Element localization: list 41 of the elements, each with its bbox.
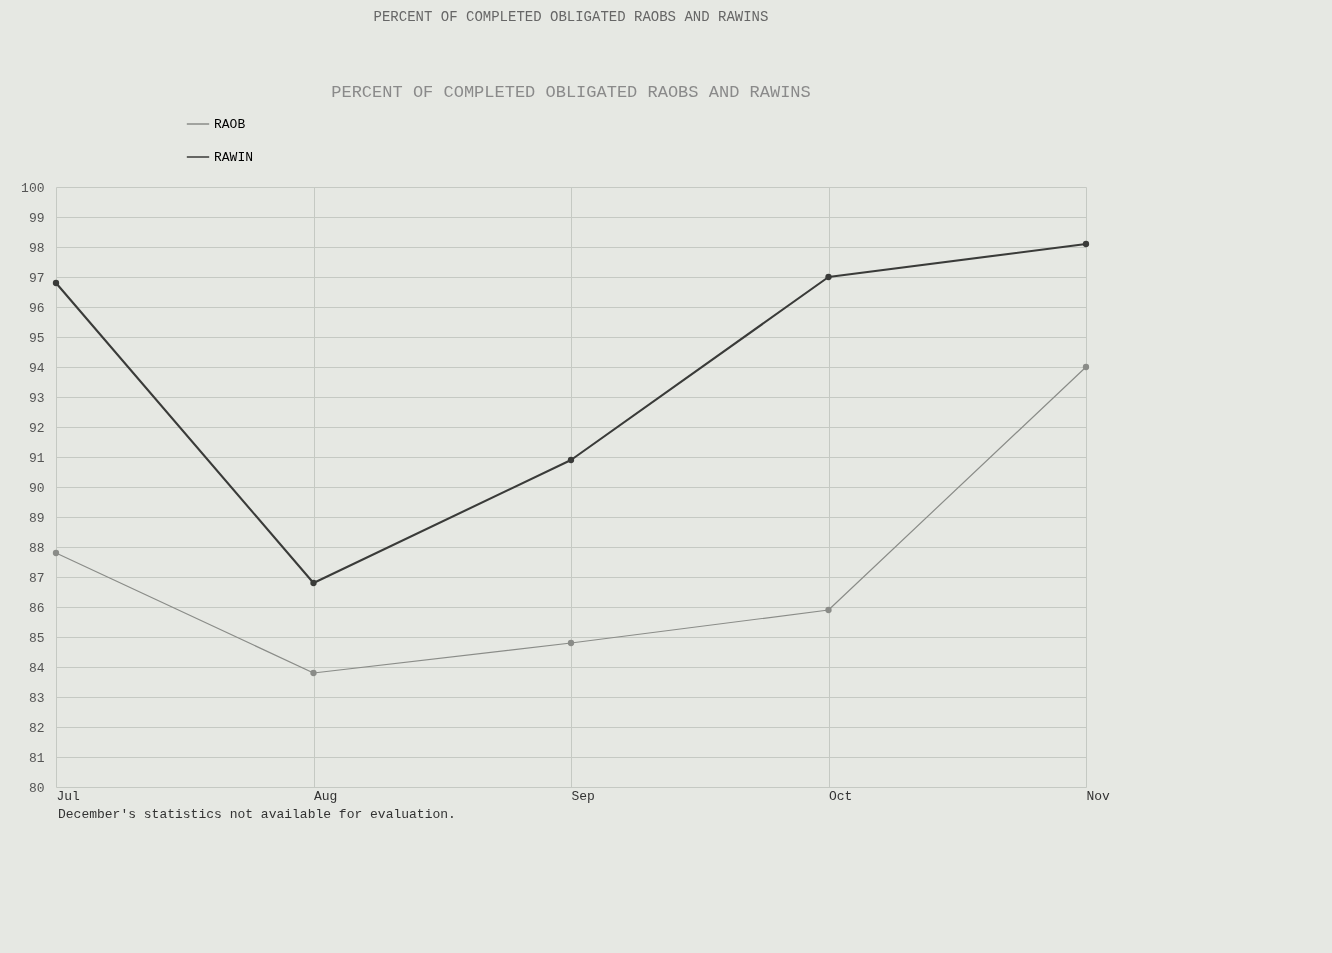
chart-title: PERCENT OF COMPLETED OBLIGATED RAOBS AND RAWINS — [373, 9, 769, 25]
x-tick-label: Nov — [1086, 788, 1111, 804]
y-tick-label: 86 — [28, 600, 45, 616]
y-tick-label: 89 — [28, 510, 45, 526]
point — [825, 273, 832, 281]
y-tick-label: 100 — [21, 180, 45, 196]
legend-label: RAWIN — [214, 150, 254, 165]
y-tick-label: 94 — [28, 360, 45, 376]
y-tick-label: 95 — [28, 330, 45, 346]
point — [310, 669, 317, 677]
y-tick-label: 82 — [28, 720, 45, 736]
point — [1082, 363, 1090, 371]
text: December's statistics not available for evaluation. — [58, 807, 457, 822]
y-tick-label: 85 — [28, 630, 45, 646]
point — [52, 279, 60, 287]
point — [567, 639, 575, 647]
point — [52, 549, 60, 557]
y-tick-label: 80 — [28, 780, 45, 796]
point — [825, 606, 832, 614]
legend-label: RAOB — [214, 117, 246, 132]
y-tick-label: 99 — [28, 210, 45, 226]
x-tick-label: Sep — [571, 788, 595, 804]
y-tick-label: 96 — [28, 300, 45, 316]
y-tick-label: 98 — [28, 240, 45, 256]
y-tick-label: 91 — [28, 450, 45, 466]
y-tick-label: 84 — [28, 660, 45, 676]
y-tick-label: 97 — [28, 270, 45, 286]
x-tick-label: Jul — [56, 788, 81, 804]
point — [567, 456, 575, 464]
y-tick-label: 88 — [28, 540, 45, 556]
y-tick-label: 93 — [28, 390, 45, 406]
y-tick-label: 87 — [28, 570, 45, 586]
point — [1082, 240, 1090, 248]
chart-subtitle: PERCENT OF COMPLETED OBLIGATED RAOBS AND RAWINS — [331, 83, 811, 102]
y-tick-label: 83 — [28, 690, 45, 706]
y-tick-label: 81 — [28, 750, 45, 766]
y-tick-label: 90 — [28, 480, 45, 496]
x-tick-label: Oct — [829, 788, 853, 804]
point — [310, 579, 317, 587]
y-tick-label: 92 — [28, 420, 45, 436]
x-tick-label: Aug — [314, 788, 338, 804]
